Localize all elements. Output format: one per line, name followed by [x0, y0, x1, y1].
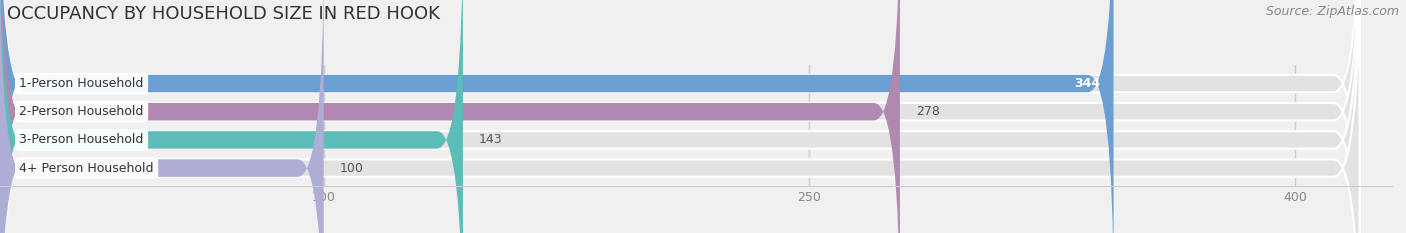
Text: 1-Person Household: 1-Person Household	[20, 77, 143, 90]
Text: 344: 344	[1074, 77, 1101, 90]
Text: 278: 278	[917, 105, 941, 118]
FancyBboxPatch shape	[0, 0, 1360, 233]
Text: 100: 100	[340, 161, 364, 175]
Text: OCCUPANCY BY HOUSEHOLD SIZE IN RED HOOK: OCCUPANCY BY HOUSEHOLD SIZE IN RED HOOK	[7, 5, 440, 23]
FancyBboxPatch shape	[0, 0, 1360, 233]
FancyBboxPatch shape	[0, 0, 1360, 233]
Text: 3-Person Household: 3-Person Household	[20, 134, 143, 146]
Text: 4+ Person Household: 4+ Person Household	[20, 161, 153, 175]
FancyBboxPatch shape	[0, 0, 1360, 233]
FancyBboxPatch shape	[0, 0, 1114, 233]
FancyBboxPatch shape	[0, 0, 463, 233]
FancyBboxPatch shape	[0, 0, 900, 233]
Text: 143: 143	[479, 134, 503, 146]
Text: Source: ZipAtlas.com: Source: ZipAtlas.com	[1265, 5, 1399, 18]
FancyBboxPatch shape	[0, 0, 323, 233]
Text: 2-Person Household: 2-Person Household	[20, 105, 143, 118]
